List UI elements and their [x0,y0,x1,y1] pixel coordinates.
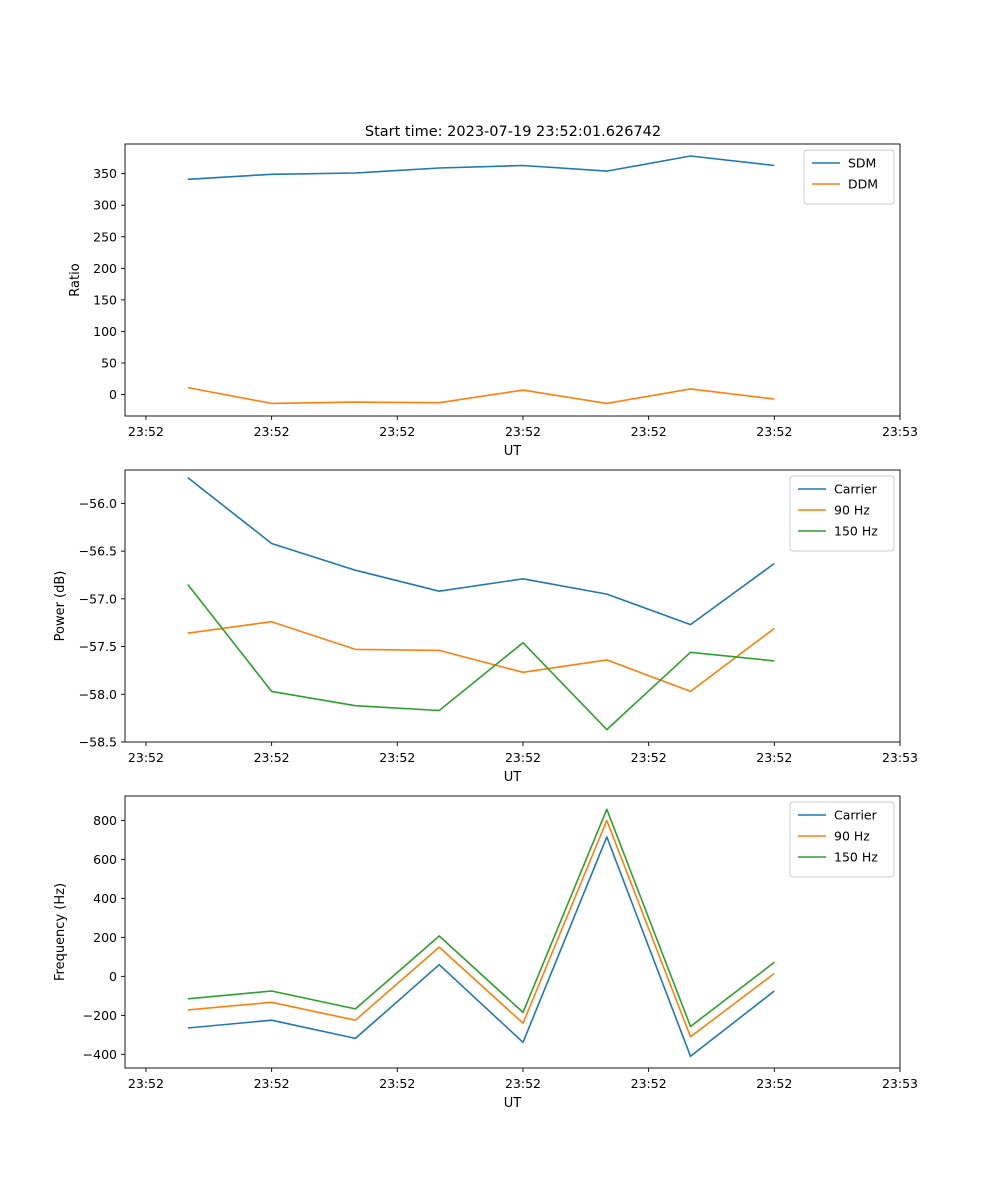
legend-box [789,801,895,878]
x-tick-label: 23:53 [882,1076,918,1091]
series-line-carrier [187,476,775,626]
y-tick-label: 800 [93,813,117,828]
x-axis-label: UT [504,1096,522,1111]
legend-label: 150 Hz [834,524,878,539]
x-axis-label: UT [504,444,522,459]
y-tick-label: 150 [93,292,117,307]
panel-1: 23:52 23:52 23:52 23:52 23:52 23:52 23:53 0 50 10… [68,143,918,459]
x-tick-label: 23:52 [505,750,541,765]
y-tick-label: −56.5 [79,544,117,559]
y-tick-label: −57.5 [79,639,117,654]
x-tick-label: 23:52 [756,750,792,765]
legend-box [789,475,895,552]
y-tick-label: −400 [83,1047,117,1062]
axes-frame [124,469,901,743]
x-tick-label: 23:52 [505,1076,541,1091]
y-tick-label: −58.5 [79,735,117,750]
y-tick-label: 250 [93,229,117,244]
x-tick-label: 23:52 [505,424,541,439]
series-line-150-hz [187,808,775,1028]
y-tick-label: 350 [93,166,117,181]
x-tick-label: 23:52 [379,1076,415,1091]
y-tick-label: 0 [109,387,117,402]
panel-2: 23:52 23:52 23:52 23:52 23:52 23:52 23:53 −56.0… [53,469,918,785]
x-tick-label: 23:52 [254,424,290,439]
x-tick-label: 23:52 [254,1076,290,1091]
legend-label: SDM [848,156,876,171]
legend-label: DDM [848,177,878,192]
y-tick-label: 100 [93,324,117,339]
legend-label: 150 Hz [834,850,878,865]
legend: Carrier 90 Hz 150 Hz [789,475,895,552]
y-tick-label: 200 [93,261,117,276]
series-line-90-hz [187,620,775,693]
x-tick-label: 23:53 [882,424,918,439]
y-tick-label: 200 [93,930,117,945]
y-tick-label: −200 [83,1008,117,1023]
x-tick-label: 23:52 [128,1076,164,1091]
y-tick-label: 300 [93,198,117,213]
series-line-90-hz [187,819,775,1038]
axes-frame [124,795,901,1069]
x-tick-label: 23:52 [756,1076,792,1091]
x-tick-label: 23:52 [254,750,290,765]
y-tick-label: −56.0 [79,496,117,511]
y-tick-label: 0 [109,969,117,984]
y-axis-label: Ratio [68,263,83,296]
axes-frame [124,143,901,417]
legend: SDM DDM [803,149,895,205]
x-tick-label: 23:52 [631,424,667,439]
x-tick-label: 23:52 [379,750,415,765]
series-line-ddm [187,386,775,405]
x-tick-label: 23:52 [631,1076,667,1091]
series-line-carrier [187,836,775,1058]
panel-3: 23:52 23:52 23:52 23:52 23:52 23:52 23:53 −400 −… [53,795,918,1111]
y-tick-label: −58.0 [79,687,117,702]
x-tick-label: 23:53 [882,750,918,765]
y-tick-label: 50 [101,355,117,370]
figure-title: Start time: 2023-07-19 23:52:01.626742 [365,124,661,140]
x-tick-label: 23:52 [631,750,667,765]
y-tick-label: −57.0 [79,591,117,606]
x-tick-label: 23:52 [128,750,164,765]
legend-label: 90 Hz [834,503,870,518]
series-line-sdm [187,155,775,181]
legend-label: Carrier [834,808,878,823]
x-tick-label: 23:52 [128,424,164,439]
x-axis-label: UT [504,770,522,785]
x-tick-label: 23:52 [756,424,792,439]
y-tick-label: 400 [93,891,117,906]
y-axis-label: Frequency (Hz) [53,883,68,981]
y-tick-label: 600 [93,852,117,867]
y-axis-label: Power (dB) [53,571,68,642]
x-tick-label: 23:52 [379,424,415,439]
legend: Carrier 90 Hz 150 Hz [789,801,895,878]
legend-label: Carrier [834,482,878,497]
series-line-150-hz [187,584,775,731]
legend-label: 90 Hz [834,829,870,844]
